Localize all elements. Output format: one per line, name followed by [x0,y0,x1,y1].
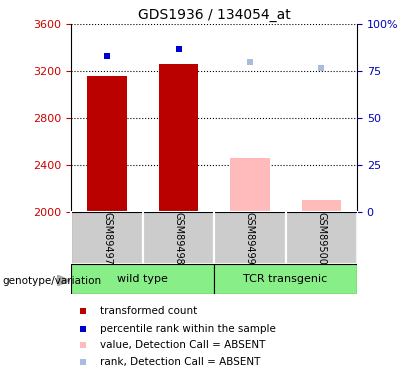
Bar [159,64,198,212]
Text: GSM89497: GSM89497 [102,211,112,265]
Text: wild type: wild type [117,274,168,284]
Text: GSM89500: GSM89500 [316,211,326,265]
Bar [71,212,143,264]
Bar [286,212,357,264]
Bar [214,264,357,294]
Text: percentile rank within the sample: percentile rank within the sample [100,324,276,333]
Bar [87,76,127,212]
Polygon shape [57,275,70,286]
Bar [230,158,270,212]
Text: transformed count: transformed count [100,306,197,316]
Bar [214,212,286,264]
Text: GSM89499: GSM89499 [245,212,255,264]
Text: GSM89498: GSM89498 [173,212,184,264]
Text: value, Detection Call = ABSENT: value, Detection Call = ABSENT [100,340,265,350]
Bar [71,264,214,294]
Bar [143,212,214,264]
Title: GDS1936 / 134054_at: GDS1936 / 134054_at [138,8,291,22]
Text: genotype/variation: genotype/variation [2,276,101,285]
Bar [302,200,341,212]
Text: TCR transgenic: TCR transgenic [244,274,328,284]
Text: rank, Detection Call = ABSENT: rank, Detection Call = ABSENT [100,357,260,366]
